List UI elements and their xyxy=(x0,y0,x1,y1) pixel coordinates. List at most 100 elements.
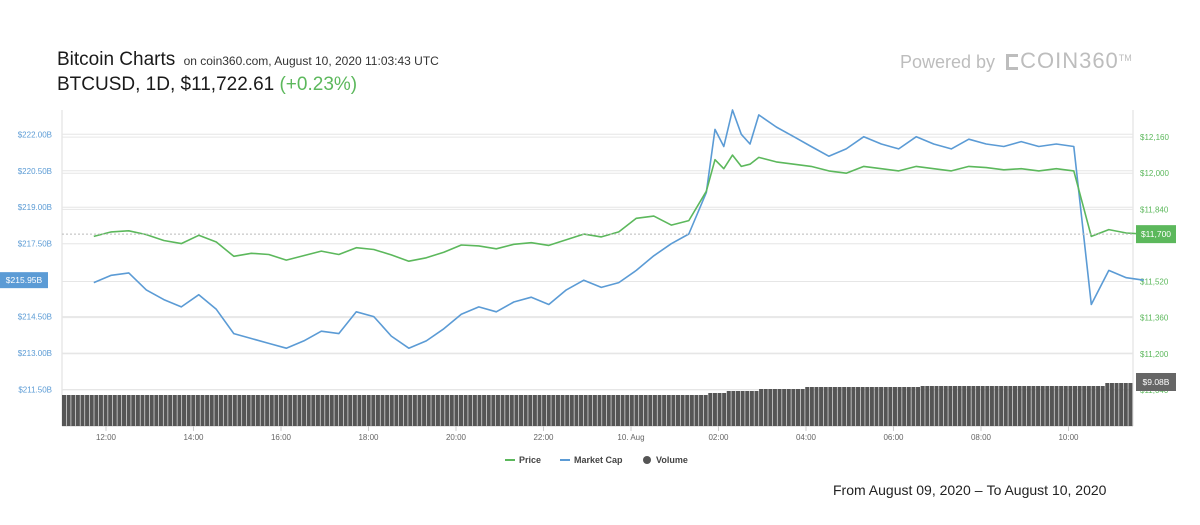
volume-bar xyxy=(652,395,657,426)
brand-name: COIN360 xyxy=(1020,48,1119,73)
volume-bar xyxy=(449,395,454,426)
volume-bar xyxy=(297,395,302,426)
volume-bar xyxy=(1105,383,1110,426)
volume-bar xyxy=(98,395,103,426)
volume-bar xyxy=(94,395,99,426)
volume-bar xyxy=(389,395,394,426)
powered-by-brand[interactable]: Powered by COIN360TM xyxy=(900,48,1132,74)
volume-bar xyxy=(902,387,907,426)
volume-bar xyxy=(1128,383,1133,426)
volume-bar xyxy=(242,395,247,426)
volume-bar xyxy=(611,395,616,426)
volume-bar xyxy=(916,387,921,426)
volume-bar xyxy=(606,395,611,426)
volume-bar xyxy=(842,387,847,426)
volume-bar xyxy=(745,391,750,426)
volume-bar xyxy=(163,395,168,426)
volume-bar xyxy=(288,395,293,426)
volume-bar xyxy=(454,395,459,426)
volume-bar xyxy=(976,386,981,426)
volume-bar xyxy=(191,395,196,426)
volume-bar xyxy=(1012,386,1017,426)
volume-bar xyxy=(135,395,140,426)
chart-title: Bitcoin Charts xyxy=(57,49,176,70)
volume-bar xyxy=(629,395,634,426)
volume-bar xyxy=(966,386,971,426)
left-axis-tick-label: $222.00B xyxy=(18,130,52,139)
volume-bar xyxy=(260,395,265,426)
volume-bar xyxy=(269,395,274,426)
volume-bar xyxy=(214,395,219,426)
volume-bar xyxy=(791,389,796,426)
volume-bar xyxy=(348,395,353,426)
volume-bar xyxy=(911,387,916,426)
x-axis-tick-label: 16:00 xyxy=(271,433,292,442)
volume-bar xyxy=(689,395,694,426)
volume-bar xyxy=(509,395,514,426)
volume-bar xyxy=(569,395,574,426)
volume-bar xyxy=(131,395,136,426)
right-axis-tick-label: $11,840 xyxy=(1140,205,1169,214)
volume-bar xyxy=(1123,383,1128,426)
date-range-from: From August 09, 2020 xyxy=(833,482,971,498)
volume-bar xyxy=(929,386,934,426)
volume-bar xyxy=(639,395,644,426)
volume-bar xyxy=(588,395,593,426)
volume-bar xyxy=(883,387,888,426)
volume-bar xyxy=(989,386,994,426)
legend-market-cap-label[interactable]: Market Cap xyxy=(574,455,623,465)
volume-bar xyxy=(786,389,791,426)
volume-bar xyxy=(823,387,828,426)
volume-bar xyxy=(680,395,685,426)
volume-bar xyxy=(560,395,565,426)
volume-bar xyxy=(740,391,745,426)
volume-bar xyxy=(675,395,680,426)
volume-bar xyxy=(495,395,500,426)
volume-bar xyxy=(412,395,417,426)
x-axis-tick-label: 22:00 xyxy=(533,433,554,442)
pair-info: BTCUSD, 1D, $11,722.61 xyxy=(57,74,275,95)
volume-bar xyxy=(463,395,468,426)
right-axis-tick-label: $11,520 xyxy=(1140,278,1169,287)
volume-bar xyxy=(768,389,773,426)
volume-bar xyxy=(846,387,851,426)
volume-bar xyxy=(338,395,343,426)
volume-bar xyxy=(528,395,533,426)
volume-bar xyxy=(472,395,477,426)
volume-bar xyxy=(985,386,990,426)
volume-bar xyxy=(962,386,967,426)
volume-bar xyxy=(62,395,67,426)
left-axis-tick-label: $214.50B xyxy=(18,313,52,322)
volume-bar xyxy=(749,391,754,426)
volume-bar xyxy=(671,395,676,426)
volume-bar xyxy=(205,395,210,426)
right-axis-tick-label: $11,360 xyxy=(1140,314,1169,323)
volume-bar xyxy=(182,395,187,426)
volume-bar xyxy=(574,395,579,426)
x-axis-tick-label: 12:00 xyxy=(96,433,117,442)
volume-bar xyxy=(565,395,570,426)
volume-bar xyxy=(814,387,819,426)
legend-volume-swatch xyxy=(643,456,651,464)
volume-bar xyxy=(657,395,662,426)
volume-bar xyxy=(860,387,865,426)
legend-price-label[interactable]: Price xyxy=(519,455,541,465)
volume-bar xyxy=(994,386,999,426)
price-current-badge xyxy=(1136,225,1176,244)
volume-bar xyxy=(209,395,214,426)
price-change: (+0.23%) xyxy=(279,74,358,95)
volume-bar xyxy=(398,395,404,426)
volume-bar xyxy=(717,393,722,426)
volume-bar xyxy=(837,387,842,426)
volume-bar xyxy=(546,395,551,426)
volume-bar xyxy=(122,395,127,426)
volume-bar xyxy=(620,395,625,426)
legend-volume-label[interactable]: Volume xyxy=(656,455,688,465)
volume-bar xyxy=(186,395,191,426)
volume-bar xyxy=(154,395,159,426)
volume-bar xyxy=(422,395,427,426)
volume-bar xyxy=(85,395,90,426)
volume-bar xyxy=(592,395,597,426)
x-axis-tick-label: 20:00 xyxy=(446,433,467,442)
